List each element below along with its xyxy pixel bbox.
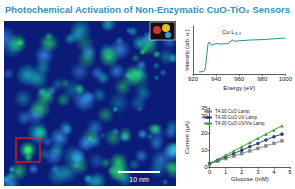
- svg-text:5: 5: [288, 169, 292, 175]
- svg-text:940: 940: [211, 76, 222, 82]
- svg-text:960: 960: [234, 76, 245, 82]
- svg-text:1: 1: [224, 169, 228, 175]
- svg-text:3: 3: [256, 169, 260, 175]
- svg-text:4: 4: [272, 169, 276, 175]
- svg-text:Current (µA): Current (µA): [184, 121, 190, 154]
- svg-text:Intensity (arb. u.): Intensity (arb. u.): [184, 29, 190, 70]
- svg-text:30: 30: [200, 113, 208, 120]
- svg-text:10: 10: [201, 147, 208, 153]
- svg-text:920: 920: [188, 76, 199, 82]
- svg-text:20: 20: [201, 130, 208, 136]
- svg-text:T4.00 CuO UV Lamp: T4.00 CuO UV Lamp: [215, 115, 258, 120]
- svg-text:0: 0: [208, 169, 212, 175]
- svg-text:10 nm: 10 nm: [129, 176, 149, 183]
- svg-text:35: 35: [200, 105, 208, 111]
- svg-text:Photochemical Activation of No: Photochemical Activation of Non-Enzymati…: [5, 4, 290, 15]
- svg-text:0: 0: [204, 164, 208, 170]
- svg-text:Energy (eV): Energy (eV): [223, 85, 255, 91]
- svg-text:Cu L₃,₂: Cu L₃,₂: [222, 29, 242, 35]
- svg-text:1000: 1000: [279, 76, 293, 82]
- svg-text:Glucose (mM): Glucose (mM): [231, 176, 269, 182]
- svg-text:T4.00 CuO UV/Vis Lamp: T4.00 CuO UV/Vis Lamp: [215, 121, 265, 126]
- svg-text:T4.00 CuO Lamp: T4.00 CuO Lamp: [215, 109, 250, 114]
- svg-text:2: 2: [240, 169, 244, 175]
- svg-text:980: 980: [257, 76, 268, 82]
